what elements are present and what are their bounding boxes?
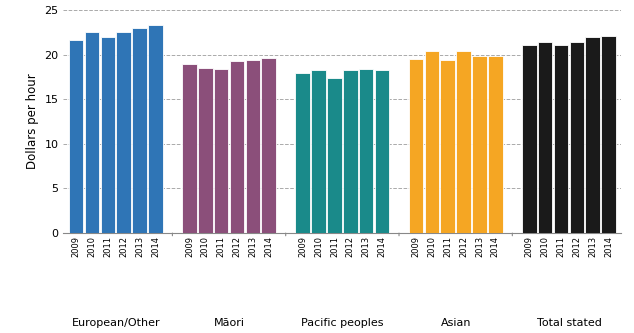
Bar [85, 32, 100, 233]
Text: Pacific peoples: Pacific peoples [301, 318, 384, 328]
Bar [585, 37, 600, 233]
Text: Asian: Asian [441, 318, 471, 328]
Bar [311, 70, 326, 233]
Bar [295, 73, 310, 233]
Bar [343, 70, 358, 233]
Bar [441, 60, 455, 233]
Bar [472, 56, 487, 233]
Bar [522, 45, 536, 233]
Text: Māori: Māori [214, 318, 245, 328]
Bar [553, 45, 568, 233]
Bar [327, 78, 342, 233]
Bar [488, 56, 503, 233]
Bar [456, 51, 471, 233]
Bar [538, 42, 552, 233]
Bar [230, 61, 244, 233]
Bar [198, 68, 212, 233]
Bar [148, 25, 163, 233]
Bar [117, 32, 131, 233]
Y-axis label: Dollars per hour: Dollars per hour [26, 74, 39, 169]
Bar [375, 70, 389, 233]
Text: European/Other: European/Other [72, 318, 160, 328]
Bar [359, 69, 373, 233]
Bar [214, 69, 228, 233]
Bar [245, 60, 260, 233]
Bar [69, 40, 84, 233]
Bar [409, 59, 424, 233]
Bar [182, 64, 197, 233]
Text: Total stated: Total stated [536, 318, 602, 328]
Bar [569, 42, 584, 233]
Bar [425, 51, 439, 233]
Bar [133, 28, 147, 233]
Bar [261, 58, 276, 233]
Bar [601, 36, 616, 233]
Bar [101, 37, 115, 233]
